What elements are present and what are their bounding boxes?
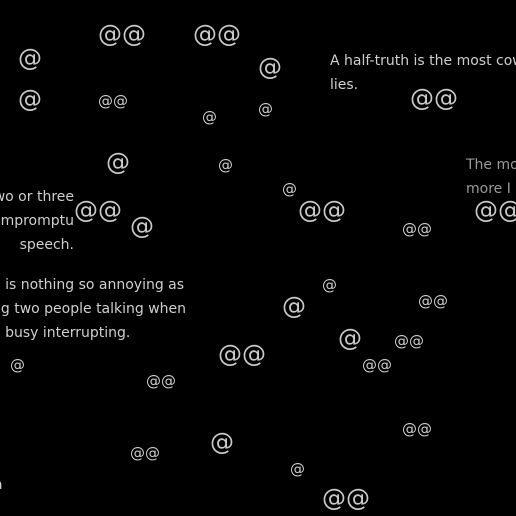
quote-line: n impromptu <box>0 213 74 229</box>
at-symbol: @@ <box>218 340 266 368</box>
at-symbol: @@ <box>98 92 128 110</box>
at-symbol: @ <box>290 460 305 478</box>
quote-line: A half-truth is the most coward <box>330 53 516 69</box>
quote-nothing-so-annoying: e is nothing so annoying as ng two peopl… <box>0 273 186 345</box>
at-symbol: @ <box>282 292 306 320</box>
quote-line: a <box>0 473 3 497</box>
at-symbol: @@ <box>74 196 122 224</box>
at-symbol: @ <box>18 85 42 113</box>
at-symbol: @@ <box>402 420 432 438</box>
at-symbol: @@ <box>298 196 346 224</box>
at-symbol: @ <box>218 156 233 174</box>
quote-line: lies. <box>330 77 359 93</box>
at-symbol: @ <box>210 428 234 456</box>
quote-line: ng two people talking when <box>0 301 187 317</box>
at-symbol: @ <box>106 148 130 176</box>
at-symbol: @@ <box>146 372 176 390</box>
at-symbol: @@ <box>98 20 146 48</box>
at-symbol: @ <box>130 212 154 240</box>
at-symbol: @@ <box>410 84 458 112</box>
quote-the-more: The more more I li <box>466 153 516 201</box>
at-symbol: @@ <box>402 220 432 238</box>
quote-line: e busy interrupting. <box>0 325 131 341</box>
at-symbol: @ <box>18 44 42 72</box>
quote-line: more I li <box>466 181 516 197</box>
at-symbol: @ <box>258 100 273 118</box>
quote-line: wo or three <box>0 189 74 205</box>
at-symbol: @@ <box>130 444 160 462</box>
at-symbol: @@ <box>418 292 448 310</box>
at-symbol: @ <box>202 108 217 126</box>
at-symbol: @@ <box>322 484 370 512</box>
quote-line: speech. <box>19 237 74 253</box>
at-symbol: @@ <box>394 332 424 350</box>
at-symbol: @ <box>322 276 337 294</box>
quote-fragment-bottom: a <box>0 473 3 497</box>
quote-line: e is nothing so annoying as <box>0 277 185 293</box>
at-symbol: @@ <box>474 196 516 224</box>
quote-half-truth: A half-truth is the most coward lies. <box>330 49 516 97</box>
quote-line: The more <box>466 157 516 173</box>
at-symbol: @ <box>338 324 362 352</box>
at-symbol: @@ <box>193 20 241 48</box>
at-symbol: @ <box>258 53 282 81</box>
at-symbol: @ <box>10 356 25 374</box>
at-symbol: @@ <box>362 356 392 374</box>
quote-impromptu-speech: wo or three n impromptu speech. <box>0 185 74 257</box>
at-symbol: @ <box>282 180 297 198</box>
